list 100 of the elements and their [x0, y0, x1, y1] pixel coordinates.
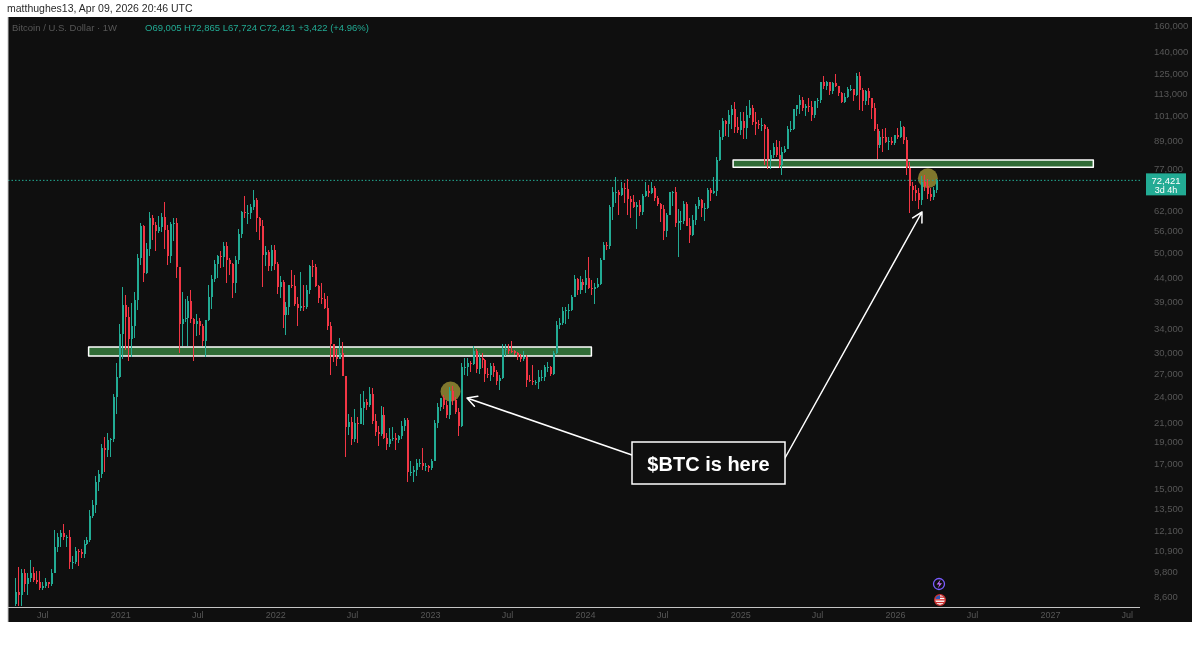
candlestick — [231, 262, 234, 299]
candlestick — [264, 245, 267, 267]
x-tick-label: Jul — [346, 610, 359, 620]
candlestick — [252, 189, 255, 211]
candlestick — [186, 295, 189, 347]
x-tick-label: 2023 — [420, 610, 441, 620]
x-tick-label: Jul — [191, 610, 204, 620]
candlestick — [243, 195, 246, 219]
candlestick — [540, 369, 543, 382]
annotation: $BTC is here — [647, 453, 770, 475]
candlestick — [742, 111, 745, 140]
candlestick — [65, 534, 68, 548]
x-tick-label: Jul — [1121, 610, 1134, 620]
candlestick — [287, 284, 290, 316]
y-tick-label: 101,000 — [1154, 109, 1189, 121]
text: 3d 4h — [1154, 184, 1178, 195]
x-tick-label: 2026 — [885, 610, 906, 620]
candlestick — [858, 71, 861, 111]
y-tick-label: 140,000 — [1154, 45, 1189, 57]
y-tick-label: 160,000 — [1154, 19, 1189, 31]
candlestick — [270, 244, 273, 272]
candlestick — [181, 291, 184, 347]
candlestick — [388, 427, 391, 448]
candlestick — [302, 284, 305, 312]
candlestick — [222, 241, 225, 268]
x-tick-label: Jul — [966, 610, 979, 620]
y-tick-label: 62,000 — [1154, 205, 1184, 217]
y-tick-label: 77,000 — [1154, 162, 1184, 174]
text: matthughes13, Apr 09, 2026 20:46 UTC — [7, 2, 194, 14]
x-tick-label: Jul — [501, 610, 514, 620]
y-tick-label: 9,800 — [1154, 565, 1178, 577]
candlestick — [154, 221, 157, 252]
y-tick-label: 10,900 — [1154, 545, 1184, 557]
candlestick — [20, 568, 23, 607]
candlestick — [201, 323, 204, 347]
candlestick — [359, 393, 362, 425]
candlestick — [380, 405, 383, 437]
y-tick-label: 21,000 — [1154, 416, 1184, 428]
candlestick — [17, 566, 20, 607]
candlestick — [14, 577, 17, 607]
y-tick-label: 27,000 — [1154, 367, 1184, 379]
x-tick-label: 2022 — [265, 610, 286, 620]
y-tick-label: 24,000 — [1154, 390, 1184, 402]
y-tick-label: 125,000 — [1154, 68, 1189, 80]
y-tick-label: 12,100 — [1154, 524, 1184, 536]
candlestick — [341, 341, 344, 377]
candlestick — [475, 348, 478, 374]
x-tick-label: 2027 — [1040, 610, 1061, 620]
text: O69,005 H72,865 L67,724 C72,421 +3,422 (+4.96%) — [145, 21, 369, 33]
candlestick — [855, 72, 858, 97]
y-tick-label: 17,000 — [1154, 458, 1184, 470]
candlestick — [103, 436, 106, 473]
y-tick-label: 8,600 — [1154, 591, 1178, 603]
y-tick-label: 39,000 — [1154, 295, 1184, 307]
ref-line-label: 72,421 — [1151, 174, 1181, 186]
candlestick — [106, 432, 109, 458]
y-tick-label: 56,000 — [1154, 225, 1184, 237]
y-tick-label: 30,000 — [1154, 347, 1184, 359]
candlestick — [279, 275, 282, 299]
candlestick — [353, 408, 356, 443]
candlestick — [391, 426, 394, 442]
candlestick — [299, 271, 302, 312]
candlestick — [350, 416, 353, 446]
y-tick-label: 89,000 — [1154, 134, 1184, 146]
candlestick — [917, 187, 920, 210]
candlestick — [320, 282, 323, 305]
x-tick-label: Jul — [656, 610, 669, 620]
y-tick-label: 34,000 — [1154, 322, 1184, 334]
candlestick — [561, 306, 564, 326]
y-tick-label: 113,000 — [1154, 87, 1188, 99]
candlestick — [677, 208, 680, 258]
candlestick — [662, 204, 665, 241]
candlestick — [23, 568, 26, 593]
candlestick — [368, 386, 371, 408]
candlestick — [267, 249, 270, 272]
candlestick — [682, 201, 685, 225]
candlestick — [377, 425, 380, 447]
candlestick — [127, 306, 130, 362]
candlestick — [763, 123, 766, 166]
y-tick-label: 50,000 — [1154, 247, 1184, 259]
candlestick — [647, 184, 650, 198]
text: Bitcoin / U.S. Dollar · 1W — [12, 21, 118, 33]
y-tick-label: 13,500 — [1154, 503, 1184, 515]
candlestick — [472, 345, 475, 366]
candlestick — [792, 108, 795, 131]
x-tick-label: Jul — [811, 610, 824, 620]
x-tick-label: 2025 — [730, 610, 751, 620]
x-tick-label: 2024 — [575, 610, 596, 620]
candlestick — [590, 279, 593, 296]
y-tick-label: 15,000 — [1154, 482, 1184, 494]
candlestick — [730, 104, 733, 130]
x-tick-label: Jul — [37, 610, 49, 620]
candlestick — [626, 178, 629, 216]
x-tick-label: 2021 — [110, 610, 131, 620]
candlestick — [786, 125, 789, 150]
candlestick — [593, 282, 596, 305]
candlestick — [347, 413, 350, 436]
candlestick — [356, 416, 359, 444]
y-tick-label: 44,000 — [1154, 272, 1184, 284]
candlestick — [665, 212, 668, 238]
